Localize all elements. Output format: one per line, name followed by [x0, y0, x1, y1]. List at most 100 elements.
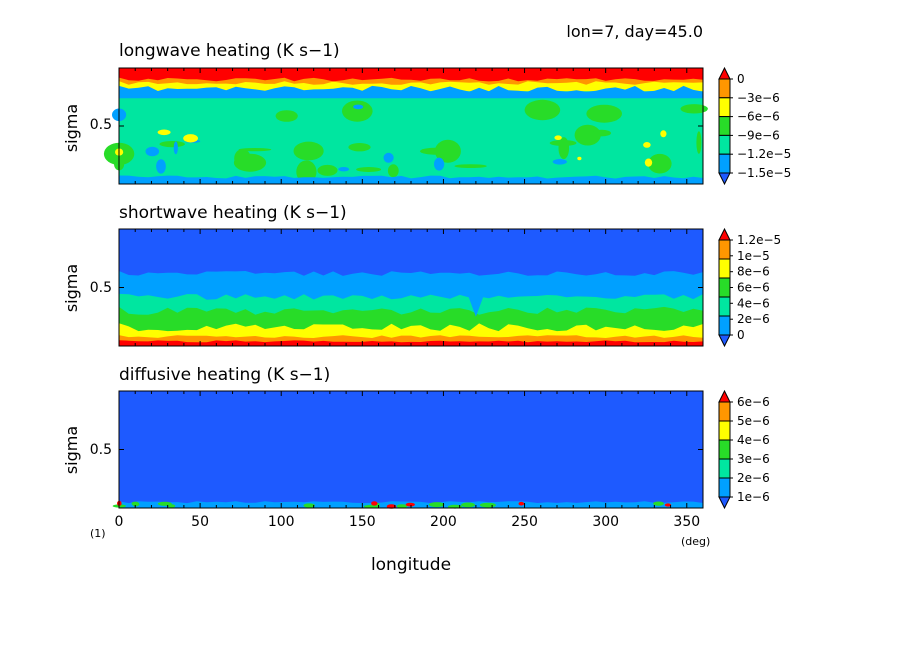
contour-patch: [644, 158, 653, 167]
colorbar-segment: [718, 439, 731, 460]
contour-patch: [434, 157, 445, 171]
contour-patch: [680, 104, 708, 114]
colorbar-segment: [718, 66, 731, 80]
contour-patch: [387, 164, 399, 178]
figure-number: (1): [90, 527, 106, 540]
contour-patch: [518, 501, 525, 506]
colorbar-label: 0: [737, 72, 745, 86]
x-tick-label: 250: [511, 514, 538, 530]
colorbar-segment: [718, 153, 731, 174]
contour-patch: [429, 502, 445, 508]
contour-patch: [558, 137, 570, 160]
y-tick-label: 0.5: [90, 442, 112, 458]
contour-patch: [396, 504, 408, 508]
colorbar-segment: [718, 227, 731, 241]
contour-band: [119, 391, 703, 508]
contour-patch: [156, 159, 166, 174]
contour-patch: [643, 142, 651, 148]
colorbar-segment: [718, 496, 731, 510]
colorbar-segment: [718, 401, 731, 422]
colorbar-segment: [718, 389, 731, 403]
plot-area: [103, 67, 708, 185]
contour-patch: [157, 129, 171, 136]
colorbar-segment: [718, 334, 731, 348]
contour-patch: [664, 503, 672, 507]
colorbar-segment: [718, 277, 731, 298]
x-axis-label: longitude: [371, 555, 451, 575]
contour-patch: [383, 152, 394, 163]
panel-title: longwave heating (K s−1): [119, 41, 340, 61]
contour-patch: [648, 153, 672, 174]
colorbar-label: 4e−6: [737, 433, 770, 447]
contour-patch: [173, 141, 178, 155]
colorbar-segment: [718, 420, 731, 441]
y-axis-label: sigma: [62, 104, 81, 152]
contour-patch: [660, 130, 667, 138]
colorbar-label: 6e−6: [737, 281, 770, 295]
colorbar: 0 −3e−6 −6e−6 −9e−6 −1.2e−5 −1.5e−5: [718, 66, 791, 186]
contour-patch: [434, 139, 461, 163]
colorbar-label: −6e−6: [737, 110, 780, 124]
panel-diffusive: diffusive heating (K s−1) sigma 0.5 6e−6…: [62, 365, 770, 510]
contour-patch: [132, 501, 140, 507]
colorbar-label: −3e−6: [737, 91, 780, 105]
colorbar-segment: [718, 315, 731, 336]
y-axis-label: sigma: [62, 264, 81, 312]
contour-patch: [145, 146, 160, 157]
x-tick-label: 300: [592, 514, 619, 530]
y-tick-label: 0.5: [90, 280, 112, 296]
contour-patch: [653, 501, 664, 506]
contour-patch: [592, 129, 611, 137]
colorbar-label: 3e−6: [737, 452, 770, 466]
y-axis-label: sigma: [62, 426, 81, 474]
colorbar-segment: [718, 116, 731, 136]
colorbar-label: −1.5e−5: [737, 166, 791, 180]
x-tick-label: 200: [430, 514, 457, 530]
y-tick-label: 0.5: [90, 117, 112, 133]
contour-patch: [454, 164, 487, 169]
plot-area: [112, 390, 704, 509]
colorbar-segment: [718, 172, 731, 186]
colorbar-label: 0: [737, 328, 745, 342]
colorbar: 6e−6 5e−6 4e−6 3e−6 2e−6 1e−6: [718, 389, 770, 510]
contour-patch: [167, 504, 176, 508]
contour-patch: [524, 99, 561, 121]
colorbar-label: 8e−6: [737, 265, 770, 279]
contour-patch: [577, 156, 582, 161]
contour-patch: [234, 149, 251, 168]
contour-patch: [338, 167, 350, 172]
x-tick-label: 150: [349, 514, 376, 530]
contour-band: [119, 85, 703, 99]
colorbar-label: 2e−6: [737, 471, 770, 485]
contour-patch: [159, 141, 185, 148]
colorbar-segment: [718, 97, 731, 118]
contour-patch: [303, 503, 316, 508]
colorbar-segment: [718, 258, 731, 279]
figure-header: lon=7, day=45.0: [566, 22, 703, 41]
colorbar-segment: [718, 296, 731, 317]
contour-patch: [342, 100, 373, 122]
contour-patch: [461, 502, 476, 508]
colorbar-segment: [718, 134, 731, 155]
contour-patch: [183, 134, 199, 143]
colorbar-label: 6e−6: [737, 395, 770, 409]
contour-patch: [317, 164, 338, 176]
contour-patch: [586, 104, 622, 123]
contour-patch: [552, 159, 567, 165]
colorbar-label: −9e−6: [737, 128, 780, 142]
panel-title: shortwave heating (K s−1): [119, 203, 347, 223]
colorbar-label: 1e−6: [737, 490, 770, 504]
colorbar-segment: [718, 78, 731, 99]
contour-patch: [554, 135, 562, 140]
x-tick-label: 50: [191, 514, 209, 530]
contour-patch: [574, 124, 601, 146]
colorbar-label: 2e−6: [737, 312, 770, 326]
colorbar-segment: [718, 239, 731, 260]
contour-patch: [353, 104, 364, 110]
contour-patch: [696, 131, 702, 154]
contour-patch: [479, 502, 496, 508]
colorbar-label: −1.2e−5: [737, 147, 791, 161]
x-tick-label: 350: [673, 514, 700, 530]
contour-patch: [348, 143, 371, 152]
